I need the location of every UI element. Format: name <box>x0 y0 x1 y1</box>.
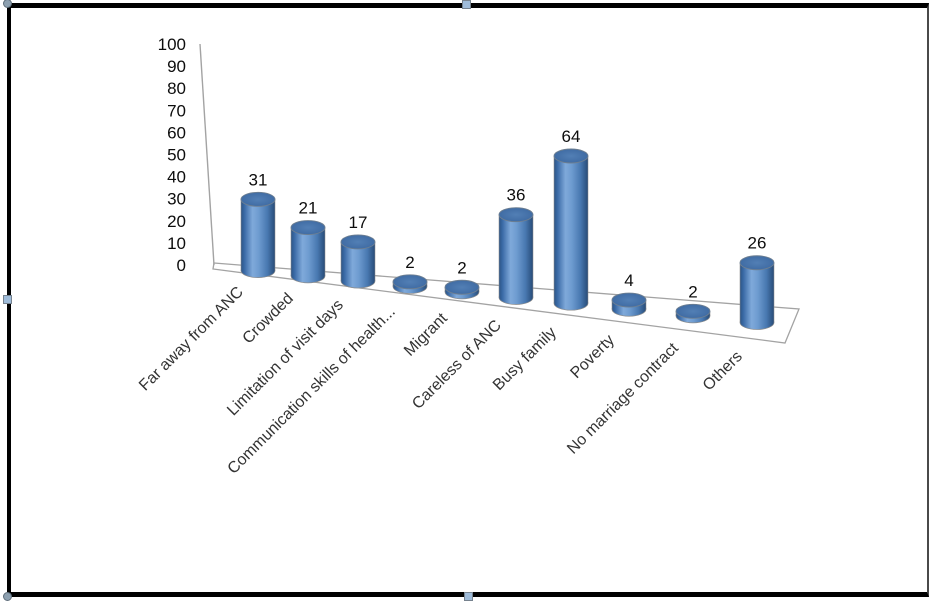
y-tick-label: 100 <box>158 35 186 54</box>
category-label: Others <box>700 348 746 394</box>
bar-value-label: 17 <box>349 213 368 232</box>
resize-handle-left-middle[interactable] <box>3 295 12 304</box>
bar-value-label: 4 <box>624 271 633 290</box>
bar-value-label: 26 <box>748 234 767 253</box>
bar-value-label: 64 <box>562 127 581 146</box>
category-label: Crowded <box>240 290 297 347</box>
y-axis-line <box>199 43 215 266</box>
category-label: Limitation of visit days <box>224 297 347 420</box>
bar-value-label: 2 <box>457 258 466 277</box>
bar-cylinder <box>290 220 326 284</box>
bar-value-label: 36 <box>507 186 526 205</box>
bar-cylinder <box>240 191 276 278</box>
resize-handle-top-middle[interactable] <box>462 0 471 9</box>
bar-value-label: 2 <box>688 282 697 301</box>
y-tick-label: 0 <box>177 256 186 275</box>
category-label: Migrant <box>401 310 451 360</box>
y-tick-label: 70 <box>167 101 186 120</box>
resize-handle-bottom-left[interactable] <box>3 592 12 601</box>
bar-cylinder <box>739 255 775 330</box>
bar-value-label: 21 <box>299 199 318 218</box>
y-tick-label: 20 <box>167 212 186 231</box>
bar-cylinder <box>675 303 711 324</box>
resize-handle-top-left[interactable] <box>3 0 12 8</box>
bar-value-label: 31 <box>249 170 268 189</box>
bar-value-label: 2 <box>405 253 414 272</box>
y-tick-label: 40 <box>167 168 186 187</box>
bar-cylinder <box>498 207 534 305</box>
resize-handle-bottom-middle[interactable] <box>464 592 473 601</box>
y-tick-label: 90 <box>167 57 186 76</box>
category-label: Busy family <box>490 324 560 394</box>
y-tick-label: 50 <box>167 146 186 165</box>
y-tick-label: 30 <box>167 190 186 209</box>
y-tick-label: 10 <box>167 234 186 253</box>
bar-cylinder <box>392 274 428 294</box>
y-tick-label: 60 <box>167 123 186 142</box>
bar-cylinder <box>340 234 376 289</box>
bar-cylinder <box>553 148 589 311</box>
bar-cylinder <box>444 279 480 300</box>
category-label: Poverty <box>567 332 617 382</box>
category-label: Far away from ANC <box>136 284 247 395</box>
y-tick-label: 80 <box>167 79 186 98</box>
bar-cylinder <box>611 292 647 317</box>
